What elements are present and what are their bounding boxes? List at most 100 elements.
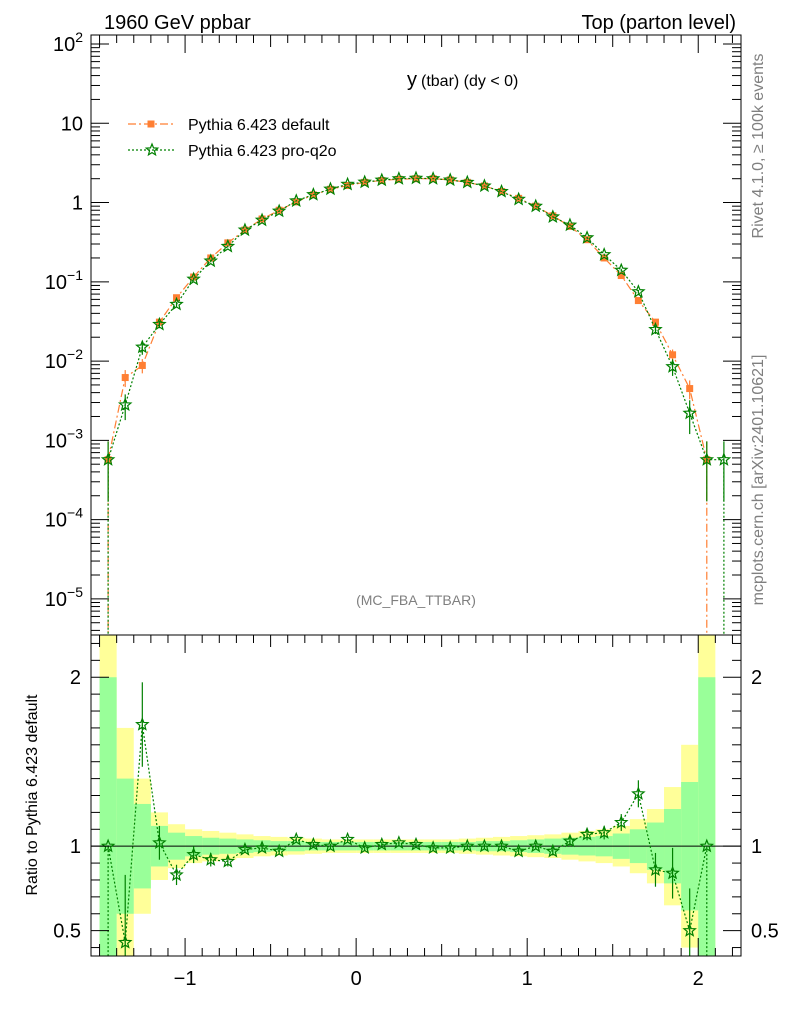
ratio-ytick-label-right: 2: [751, 667, 762, 689]
marker-proq2o-19: [425, 171, 441, 185]
marker-proq2o-36: [716, 452, 732, 466]
ratio-marker-32: [648, 862, 663, 877]
ratio-ytick-label-right: 0.5: [751, 921, 779, 943]
marker-proq2o-29: [596, 247, 612, 261]
ratio-plot-frame: [90, 634, 742, 957]
ratio-marker-26: [545, 843, 561, 858]
ratio-marker-1: [117, 934, 133, 949]
ratio-marker-11: [288, 831, 304, 846]
ratio-marker-9: [254, 840, 270, 855]
marker-default-24: [515, 194, 523, 202]
ratio-ytick-label-right: 1: [751, 836, 762, 858]
ratio-marker-16: [374, 836, 390, 851]
plot-title-sub: (tbar) (dy < 0): [421, 73, 518, 90]
ratio-marker-17: [391, 835, 407, 849]
legend-star-shape: [144, 142, 160, 157]
main-ytick-label: 10−1: [45, 267, 83, 294]
main-ytick-exponent: −3: [67, 425, 83, 441]
marker-proq2o-1: [117, 397, 133, 412]
ratio-marker-35: [699, 838, 715, 853]
ratio-y-axis: 0.5 0.5 1 1 2 2: [53, 642, 779, 949]
ratio-band-green-0: [99, 677, 117, 956]
marker-proq2o-35: [699, 452, 715, 466]
marker-proq2o-24: [511, 191, 526, 206]
ratio-marker-29: [596, 825, 612, 839]
ratio-marker-33: [665, 865, 680, 880]
marker-default-27: [566, 222, 574, 230]
header-right: Top (parton level): [581, 12, 736, 34]
ratio-marker-13: [323, 838, 338, 853]
main-ytick-label: 10−2: [45, 346, 83, 373]
ratio-ytick-label-left: 1: [70, 836, 81, 858]
marker-proq2o-12: [306, 186, 321, 201]
marker-default-30: [617, 272, 625, 280]
marker-proq2o-17: [391, 171, 407, 185]
marker-proq2o-26: [545, 209, 561, 224]
marker-proq2o-0: [100, 452, 116, 466]
marker-proq2o-6: [203, 253, 219, 268]
marker-default-33: [669, 351, 677, 359]
ratio-marker-5: [186, 846, 201, 861]
marker-proq2o-9: [254, 212, 270, 227]
ratio-marker-7: [220, 853, 236, 868]
ratio-marker-20: [442, 840, 458, 855]
ratio-marker-34: [682, 923, 697, 937]
ratio-marker-14: [340, 831, 355, 846]
ratio-marker-6: [203, 852, 219, 866]
ratio-marker-31: [631, 786, 646, 800]
marker-default-2: [138, 361, 146, 369]
marker-proq2o-13: [323, 181, 338, 196]
marker-proq2o-20: [442, 172, 458, 187]
ratio-ytick-label-left: 0.5: [53, 921, 81, 943]
legend-label-proq2o: Pythia 6.423 pro-q2o: [188, 143, 337, 160]
marker-proq2o-31: [631, 284, 646, 298]
main-y-axis: 10−5 10−4 10−3 10−2 10−1 1 10 102: [45, 29, 741, 631]
marker-proq2o-25: [528, 198, 544, 213]
marker-proq2o-32: [648, 321, 663, 336]
xtick-label: 2: [693, 968, 704, 990]
marker-proq2o-28: [579, 230, 595, 244]
xtick-label: 0: [351, 968, 362, 990]
marker-proq2o-30: [613, 262, 629, 277]
ratio-marker-25: [528, 838, 544, 853]
main-ytick-label: 10−4: [45, 505, 83, 532]
main-ytick-exponent: −2: [67, 346, 83, 362]
ratio-marker-4: [169, 867, 184, 882]
legend-marker-proq2o: [144, 142, 160, 157]
marker-proq2o-3: [152, 316, 167, 331]
ratio-marker-3: [152, 835, 167, 849]
marker-default-9: [258, 215, 266, 223]
main-ytick-label: 1: [72, 193, 83, 215]
ratio-marker-23: [494, 838, 509, 853]
main-ytick-label: 10−5: [45, 584, 83, 611]
ratio-plot-panel: 0.5 0.5 1 1 2 2 −1 0 1 2 Ratio to Pythia 6.423 d…: [24, 634, 779, 990]
ratio-marker-0: [100, 838, 116, 853]
marker-default-31: [634, 297, 642, 305]
x-axis: −1 0 1 2: [99, 635, 733, 990]
marker-proq2o-7: [220, 238, 236, 253]
marker-proq2o-14: [340, 176, 355, 191]
marker-proq2o-8: [237, 222, 253, 237]
marker-proq2o-34: [682, 405, 697, 420]
series-line-0: [107, 178, 708, 460]
header-left: 1960 GeV ppbar: [104, 12, 251, 34]
marker-default-14: [344, 182, 352, 190]
legend-marker-default: [147, 120, 155, 128]
marker-proq2o-33: [665, 359, 680, 373]
marker-proq2o-21: [460, 174, 475, 189]
rivet-version-text: Rivet 4.1.0, ≥ 100k events: [750, 54, 767, 239]
marker-default-17: [395, 175, 403, 183]
series-line-1: [107, 177, 724, 461]
marker-proq2o-27: [562, 217, 578, 232]
ratio-marker-10: [271, 843, 287, 858]
marker-proq2o-18: [408, 170, 424, 185]
ratio-marker-22: [477, 838, 492, 853]
marker-proq2o-10: [271, 203, 287, 218]
ratio-marker-30: [613, 814, 629, 829]
ratio-marker-19: [425, 840, 441, 855]
ratio-marker-15: [357, 840, 372, 855]
marker-default-18: [412, 175, 420, 183]
main-ytick-exponent: 2: [75, 29, 83, 45]
main-plot-panel: 10−5 10−4 10−3 10−2 10−1 1 10 102 y (tbar) (dy …: [45, 29, 742, 636]
